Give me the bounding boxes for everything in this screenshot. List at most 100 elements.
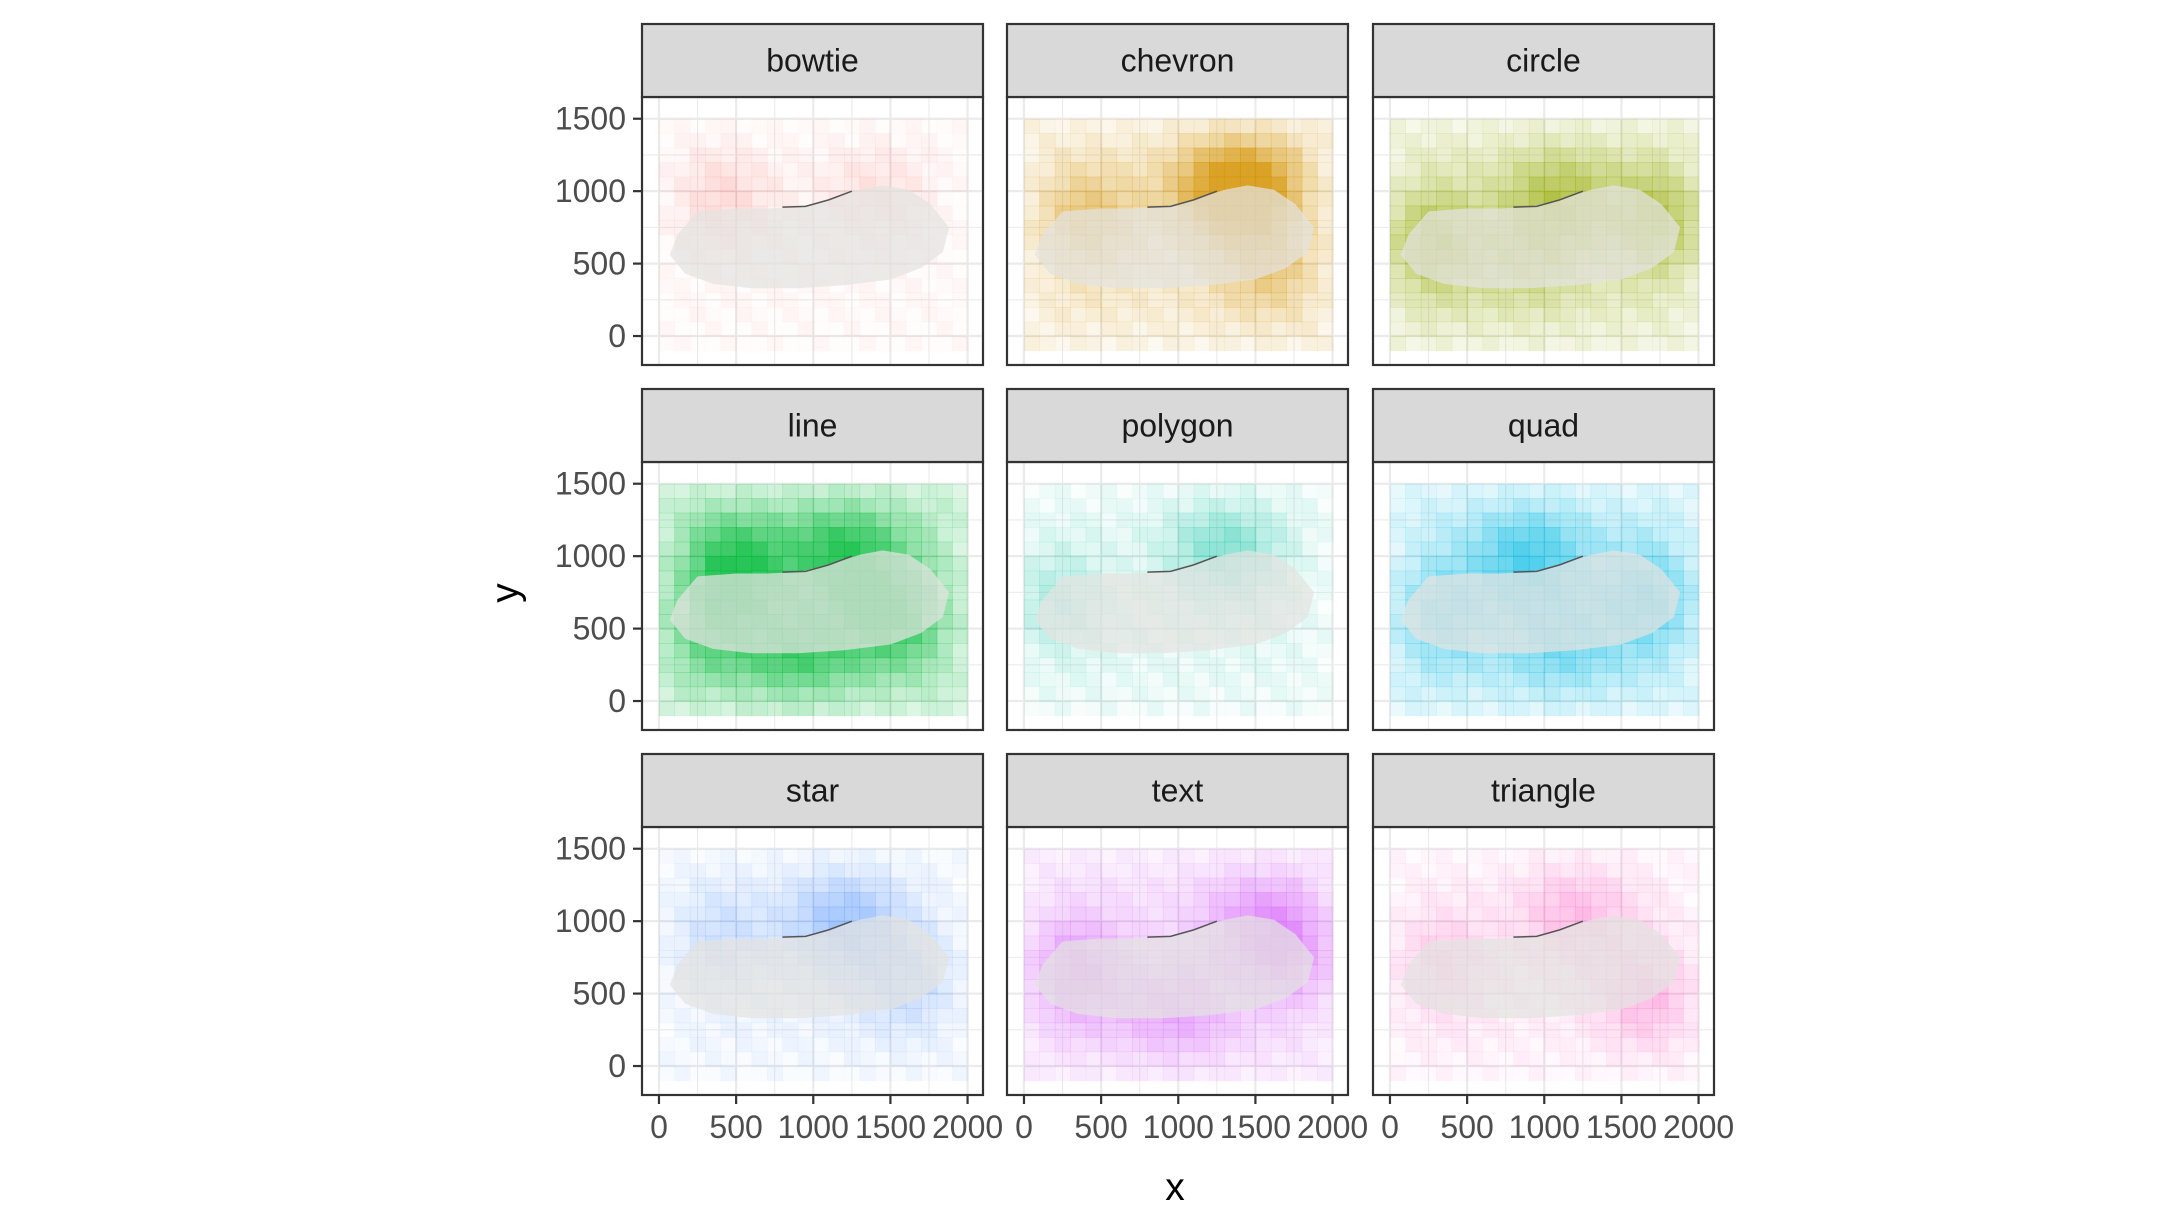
- heat-cell: [1147, 556, 1164, 572]
- heat-cell: [1178, 848, 1195, 864]
- heat-cell: [859, 1051, 876, 1067]
- heat-cell: [766, 336, 784, 352]
- heat-cell: [921, 336, 937, 351]
- heat-cell: [1255, 292, 1272, 308]
- heat-cell: [1559, 848, 1576, 864]
- heat-cell: [1559, 892, 1576, 908]
- heat-cell: [1544, 1052, 1560, 1067]
- heat-cell: [1317, 133, 1334, 149]
- heat-cell: [890, 162, 907, 178]
- heat-cell: [1023, 220, 1041, 236]
- heat-cell: [705, 1022, 722, 1038]
- heat-cell: [1667, 863, 1684, 879]
- heat-cell: [1389, 336, 1407, 352]
- heat-cell: [1497, 906, 1515, 922]
- facet-strip-label: quad: [1508, 408, 1579, 444]
- heat-cell: [1497, 191, 1515, 207]
- heat-cell: [1131, 657, 1149, 673]
- heat-cell: [1147, 133, 1164, 149]
- heat-cell: [705, 147, 722, 163]
- heat-cell: [782, 498, 799, 514]
- heat-cell: [1070, 556, 1087, 572]
- heat-cell: [1147, 527, 1164, 543]
- heat-cell: [1683, 191, 1700, 207]
- heat-cell: [1162, 147, 1179, 163]
- heat-cell: [1070, 147, 1087, 163]
- heat-cell: [905, 176, 922, 192]
- heat-cell: [689, 512, 706, 528]
- heat-cell: [1147, 1022, 1164, 1038]
- heat-cell: [1451, 118, 1468, 134]
- heat-cell: [1420, 1022, 1437, 1038]
- heat-cell: [1405, 162, 1422, 178]
- heat-cell: [1420, 278, 1437, 294]
- heat-cell: [1467, 921, 1484, 937]
- heat-cell: [1085, 877, 1102, 893]
- heat-cell: [1224, 672, 1241, 688]
- heat-cell: [1436, 672, 1453, 688]
- heat-cell: [1544, 512, 1561, 528]
- heat-cell: [1270, 118, 1287, 134]
- heat-cell: [1239, 1008, 1257, 1024]
- heat-cell: [1436, 176, 1453, 192]
- shoe-image: [1034, 915, 1315, 1019]
- heat-cell: [674, 570, 691, 586]
- heat-cell: [1317, 307, 1334, 323]
- heat-cell: [736, 307, 753, 323]
- heat-cell: [874, 498, 892, 514]
- heat-cell: [1389, 483, 1407, 499]
- heat-cell: [1621, 1051, 1638, 1067]
- heat-cell: [1178, 336, 1195, 352]
- heat-cell: [1023, 556, 1041, 572]
- heat-cell: [1085, 556, 1102, 572]
- heat-cell: [1147, 118, 1164, 134]
- heat-cell: [1683, 278, 1700, 294]
- heat-cell: [905, 657, 922, 673]
- heat-cell: [1636, 848, 1653, 864]
- y-tick-label: 500: [573, 976, 626, 1012]
- x-tick-label: 1000: [1143, 1109, 1214, 1145]
- heat-cell: [1389, 512, 1407, 528]
- heat-cell: [1178, 541, 1195, 557]
- heat-cell: [1054, 278, 1071, 294]
- heat-cell: [658, 162, 676, 178]
- heat-cell: [705, 863, 722, 879]
- heat-cell: [1652, 336, 1669, 352]
- heat-cell: [1085, 336, 1102, 352]
- heat-cell: [813, 892, 830, 908]
- heat-cell: [921, 672, 938, 688]
- heat-cell: [952, 483, 969, 499]
- heat-cell: [705, 686, 722, 702]
- heat-cell: [1636, 657, 1653, 673]
- heat-cell: [1162, 133, 1179, 149]
- heat-cell: [1209, 906, 1226, 922]
- heat-cell: [736, 921, 753, 937]
- heat-cell: [689, 1008, 706, 1024]
- heat-cell: [658, 498, 676, 514]
- heat-cell: [674, 643, 691, 659]
- heat-cell: [1209, 307, 1226, 323]
- heat-cell: [1085, 921, 1102, 937]
- heat-cell: [1544, 336, 1561, 352]
- heat-cell: [1178, 1066, 1195, 1082]
- heat-cell: [1605, 278, 1623, 294]
- shoe-lace-line: [1513, 555, 1584, 573]
- heat-cell: [1621, 162, 1638, 178]
- heat-cell: [1178, 1051, 1195, 1067]
- heat-cell: [1621, 292, 1638, 308]
- heat-cell: [1270, 892, 1287, 908]
- heat-cell: [1467, 176, 1484, 192]
- heat-cell: [705, 672, 722, 688]
- heat-cell: [1255, 672, 1272, 688]
- heat-cell: [813, 176, 830, 192]
- heat-cell: [1544, 498, 1561, 514]
- heat-cell: [1162, 1037, 1179, 1053]
- heat-cell: [1317, 701, 1333, 716]
- heat-cell: [1544, 672, 1561, 688]
- heat-cell: [751, 118, 768, 134]
- heat-cell: [1270, 672, 1287, 688]
- heat-cell: [921, 1066, 938, 1082]
- heat-cell: [1451, 672, 1468, 688]
- heat-cell: [1270, 1008, 1287, 1024]
- heat-cell: [1559, 147, 1576, 163]
